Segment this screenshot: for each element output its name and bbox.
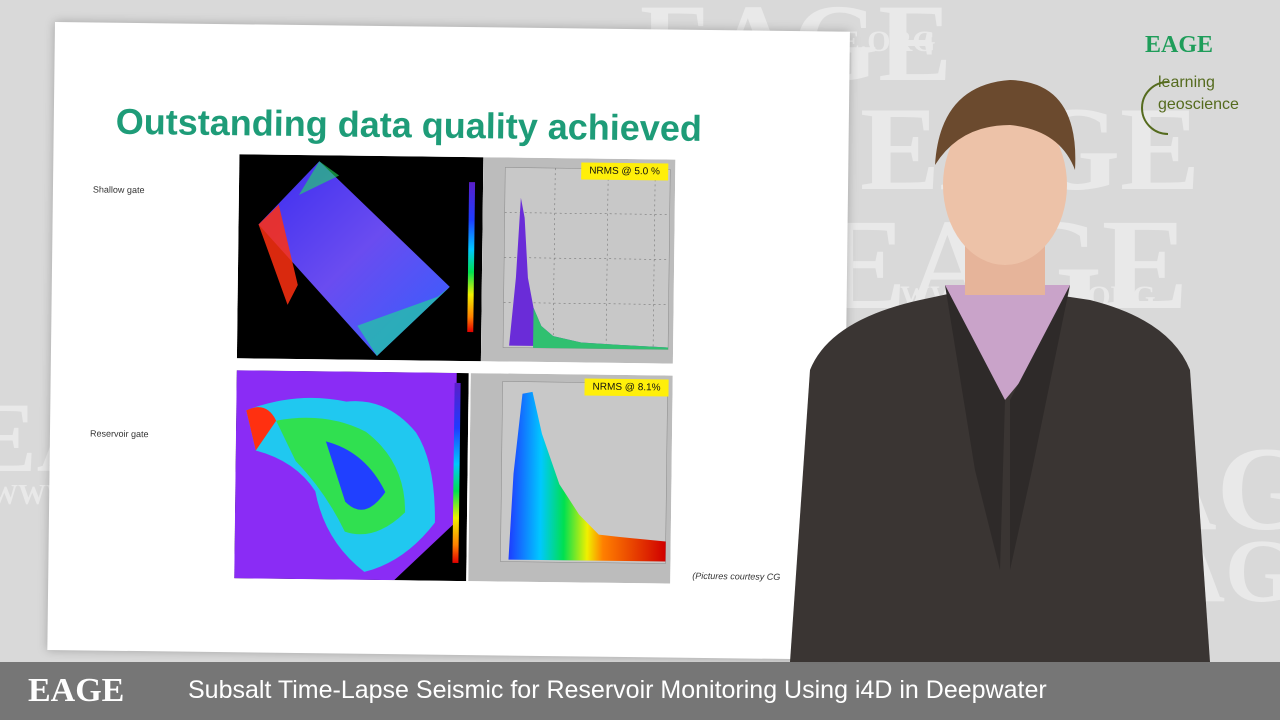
eage-logo: EAGE bbox=[1145, 32, 1214, 58]
learning-geoscience-logo: learning geoscience bbox=[1138, 72, 1248, 142]
reservoir-nrms-badge: NRMS @ 8.1% bbox=[584, 378, 669, 397]
reservoir-gate-histogram bbox=[468, 373, 673, 584]
shallow-gate-amplitude-map bbox=[236, 154, 484, 362]
slide-title: Outstanding data quality achieved bbox=[115, 100, 703, 149]
picture-courtesy: (Pictures courtesy CG bbox=[692, 570, 781, 582]
shallow-gate-histogram bbox=[480, 157, 676, 364]
lower-third-title: Subsalt Time-Lapse Seismic for Reservoir… bbox=[188, 676, 1047, 704]
lower-third-brand: EAGE bbox=[28, 672, 125, 709]
shallow-gate-label: Shallow gate bbox=[92, 184, 145, 196]
shallow-nrms-badge: NRMS @ 5.0 % bbox=[581, 162, 669, 181]
presenter bbox=[790, 80, 1210, 662]
lower-third-bar: EAGE Subsalt Time-Lapse Seismic for Rese… bbox=[0, 662, 1280, 720]
logo-learning: learning bbox=[1158, 74, 1215, 91]
reservoir-gate-amplitude-map bbox=[234, 370, 469, 582]
logo-arc-icon bbox=[1141, 81, 1169, 135]
presentation-slide: Outstanding data quality achieved Shallo… bbox=[47, 22, 850, 660]
logo-geoscience: geoscience bbox=[1158, 96, 1239, 113]
reservoir-gate-label: Reservoir gate bbox=[89, 428, 149, 440]
